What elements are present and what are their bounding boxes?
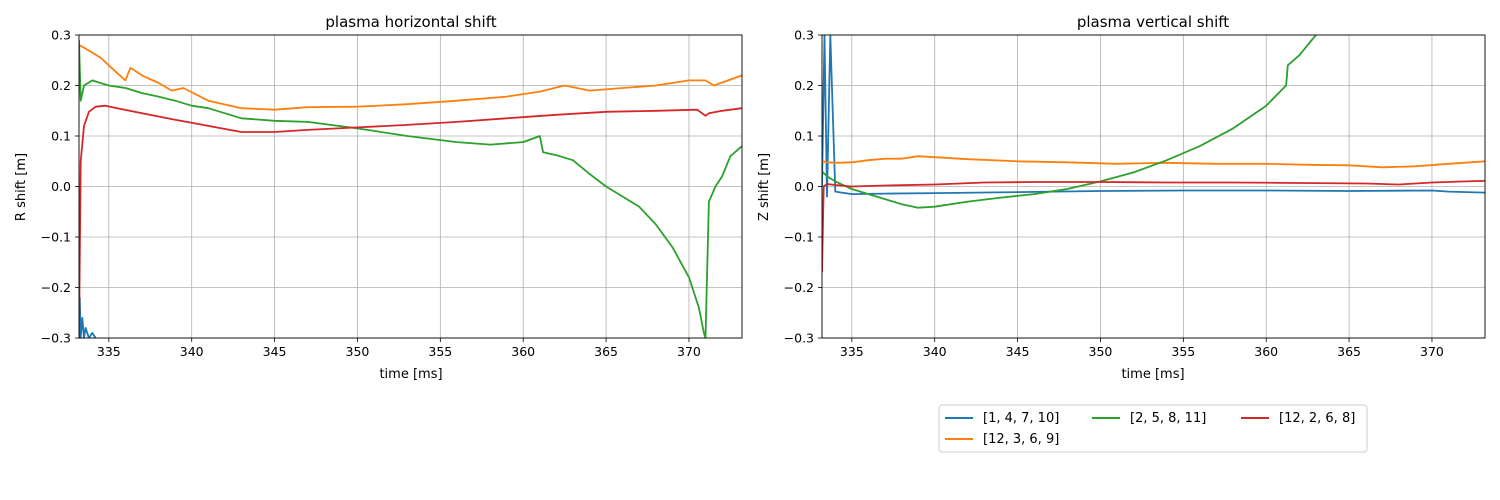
y-axis-label: R shift [m] [14, 153, 29, 221]
series-line [79, 44, 742, 111]
x-tick-label: 355 [1171, 344, 1195, 359]
x-tick-label: 340 [180, 344, 204, 359]
legend-label: [12, 2, 6, 8] [1279, 411, 1355, 426]
x-tick-label: 345 [1006, 344, 1030, 359]
x-tick-label: 360 [511, 344, 535, 359]
x-tick-label: 335 [840, 344, 864, 359]
legend-label: [1, 4, 7, 10] [983, 411, 1059, 426]
y-tick-label: 0.2 [794, 78, 814, 93]
horizontal-shift-chart: plasma horizontal shift time [ms] R shif… [14, 13, 743, 382]
plot-frame [78, 34, 743, 339]
x-tick-label: 350 [346, 344, 370, 359]
y-tick-label: −0.2 [784, 280, 814, 295]
legend-label: [12, 3, 6, 9] [983, 432, 1059, 447]
y-tick-label: 0.0 [794, 179, 814, 194]
y-tick-label: 0.1 [794, 129, 814, 144]
x-tick-label: 370 [677, 344, 701, 359]
x-tick-label: 345 [263, 344, 287, 359]
legend-frame [938, 404, 1368, 453]
x-tick-label: 350 [1089, 344, 1113, 359]
legend-label: [2, 5, 8, 11] [1130, 411, 1206, 426]
legend: [1, 4, 7, 10] [2, 5, 8, 11] [12, 2, 6, 8… [938, 404, 1368, 453]
y-tick-label: −0.1 [784, 230, 814, 245]
y-tick-label: 0.1 [51, 129, 71, 144]
x-tick-label: 355 [428, 344, 452, 359]
chart-title: plasma vertical shift [1077, 13, 1229, 31]
series-line [79, 104, 742, 338]
y-tick-label: 0.3 [794, 28, 814, 43]
series-group [79, 40, 742, 338]
x-tick-label: 360 [1254, 344, 1278, 359]
chart-title: plasma horizontal shift [325, 13, 496, 31]
series-line [822, 35, 1317, 209]
grid [822, 34, 1485, 339]
x-tick-label: 340 [923, 344, 947, 359]
series-line [822, 35, 1485, 198]
x-tick-label: 365 [1337, 344, 1361, 359]
y-tick-label: −0.3 [784, 331, 814, 346]
series-line [79, 40, 742, 338]
plot-frame [821, 34, 1486, 339]
x-axis-label: time [ms] [1121, 367, 1184, 382]
series-line [79, 296, 97, 338]
grid [79, 34, 742, 339]
x-tick-label: 370 [1420, 344, 1444, 359]
y-axis-label: Z shift [m] [757, 153, 772, 221]
y-tick-label: −0.3 [41, 331, 71, 346]
series-line [822, 155, 1485, 169]
vertical-shift-chart: plasma vertical shift time [ms] Z shift … [757, 13, 1486, 382]
y-tick-label: 0.2 [51, 78, 71, 93]
x-axis-label: time [ms] [379, 367, 442, 382]
x-tick-label: 335 [97, 344, 121, 359]
series-line [822, 180, 1485, 273]
x-tick-label: 365 [594, 344, 618, 359]
y-tick-label: 0.0 [51, 179, 71, 194]
y-tick-label: −0.1 [41, 230, 71, 245]
y-tick-label: 0.3 [51, 28, 71, 43]
series-group [822, 35, 1485, 273]
y-tick-label: −0.2 [41, 280, 71, 295]
